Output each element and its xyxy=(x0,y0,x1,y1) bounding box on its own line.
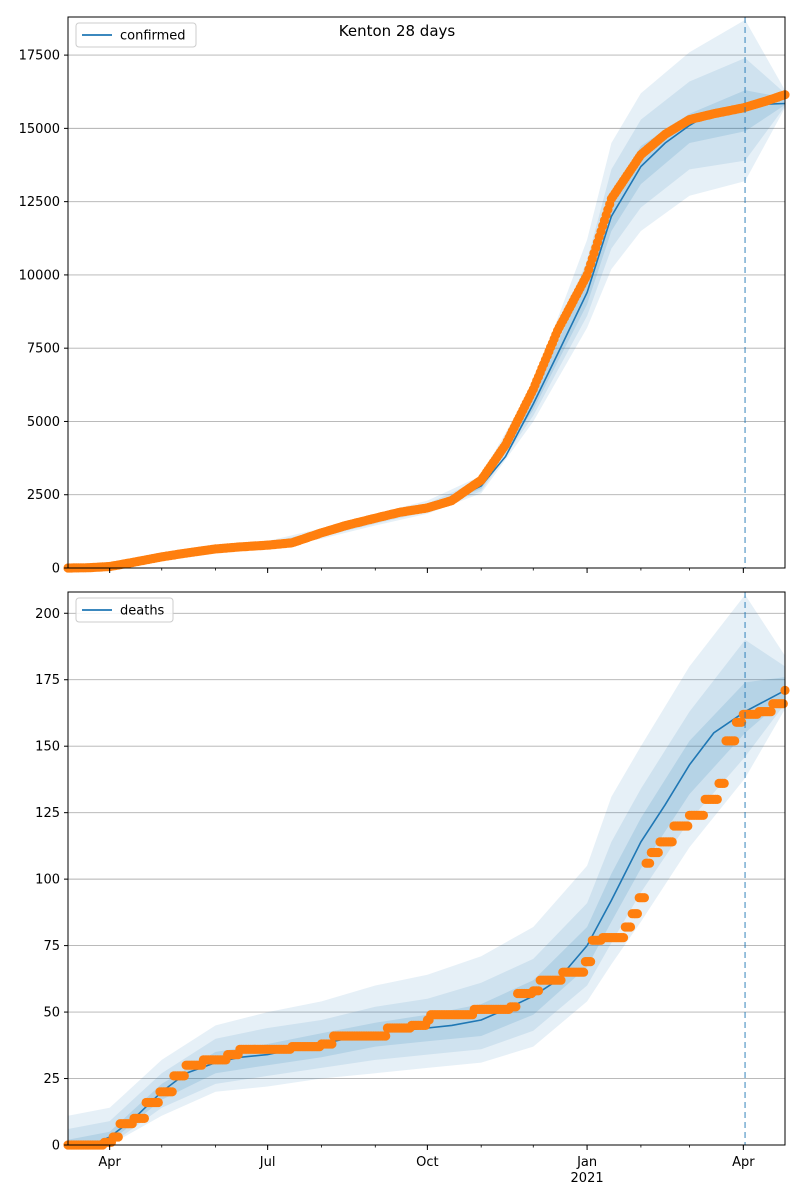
x-tick-label: Jan xyxy=(576,1155,597,1170)
legend-box xyxy=(75,597,174,623)
y-tick-label: 100 xyxy=(35,873,60,888)
deaths-observed-point xyxy=(645,858,655,868)
axes-frame xyxy=(67,591,786,1146)
deaths-observed-point xyxy=(683,821,693,831)
y-tick-label: 15000 xyxy=(19,122,60,137)
deaths-observed-point xyxy=(639,893,650,903)
deaths-observed-point xyxy=(766,707,776,717)
deaths-observed-point xyxy=(730,736,740,746)
uncertainty-band-middle xyxy=(68,58,785,568)
deaths-observed-point xyxy=(327,1039,337,1049)
deaths-observed-point xyxy=(712,794,722,805)
uncertainty-band-outer xyxy=(68,19,785,568)
deaths-observed-point xyxy=(511,1002,521,1012)
deaths-observed-point xyxy=(586,957,596,967)
confirmed-panel: 0 2500 5000 7500 10000 12500 15000 17500 confirm… xyxy=(19,16,790,577)
y-tick-label: 10000 xyxy=(19,268,60,283)
x-tick-sublabel: 2021 xyxy=(571,1171,604,1186)
deaths-observed-point xyxy=(653,847,663,858)
y-tick-label: 75 xyxy=(43,939,60,954)
y-tick-label: 50 xyxy=(43,1006,60,1021)
deaths-observed-point xyxy=(139,1113,149,1123)
x-tick-label: Apr xyxy=(732,1155,755,1170)
deaths-observed-point xyxy=(556,975,566,985)
deaths-observed-point xyxy=(167,1087,177,1097)
deaths-observed-point xyxy=(113,1132,123,1142)
y-tick-label: 175 xyxy=(35,673,60,688)
y-tick-label: 17500 xyxy=(19,49,60,64)
y-tick-label: 125 xyxy=(35,806,60,821)
deaths-observed-point xyxy=(632,909,643,919)
y-tick-label: 150 xyxy=(35,740,60,755)
y-tick-label: 0 xyxy=(52,1139,60,1154)
legend-label: deaths xyxy=(120,604,165,619)
deaths-observed-point xyxy=(179,1071,189,1081)
deaths-observed-point xyxy=(737,717,747,727)
chart-title: Kenton 28 days xyxy=(339,22,456,40)
uncertainty-band-outer xyxy=(68,594,785,1145)
deaths-observed-point xyxy=(625,922,636,932)
deaths-observed-point xyxy=(719,778,729,789)
y-tick-label: 25 xyxy=(43,1072,60,1087)
y-tick-label: 12500 xyxy=(19,195,60,210)
uncertainty-band-middle xyxy=(68,639,785,1145)
x-tick-label: Oct xyxy=(416,1155,438,1170)
y-tick-label: 7500 xyxy=(27,342,60,357)
x-tick-label: Jul xyxy=(259,1155,276,1170)
y-tick-label: 2500 xyxy=(27,488,60,503)
deaths-observed-point xyxy=(381,1031,391,1041)
deaths-observed-point xyxy=(618,933,629,943)
deaths-observed-point xyxy=(153,1097,163,1108)
deaths-observed-point xyxy=(778,699,788,709)
axes-frame xyxy=(67,16,786,569)
legend-label: confirmed xyxy=(120,29,186,44)
y-tick-label: 5000 xyxy=(27,415,60,430)
x-tick-label: Apr xyxy=(98,1155,121,1170)
y-tick-label: 200 xyxy=(35,607,60,622)
y-tick-label: 0 xyxy=(52,562,60,577)
deaths-observed-point xyxy=(667,837,677,847)
deaths-observed-point xyxy=(698,810,709,820)
legend-box xyxy=(75,22,197,48)
deaths-observed-point xyxy=(533,986,544,996)
uncertainty-band-inner xyxy=(68,677,785,1145)
deaths-observed-point xyxy=(579,967,589,977)
